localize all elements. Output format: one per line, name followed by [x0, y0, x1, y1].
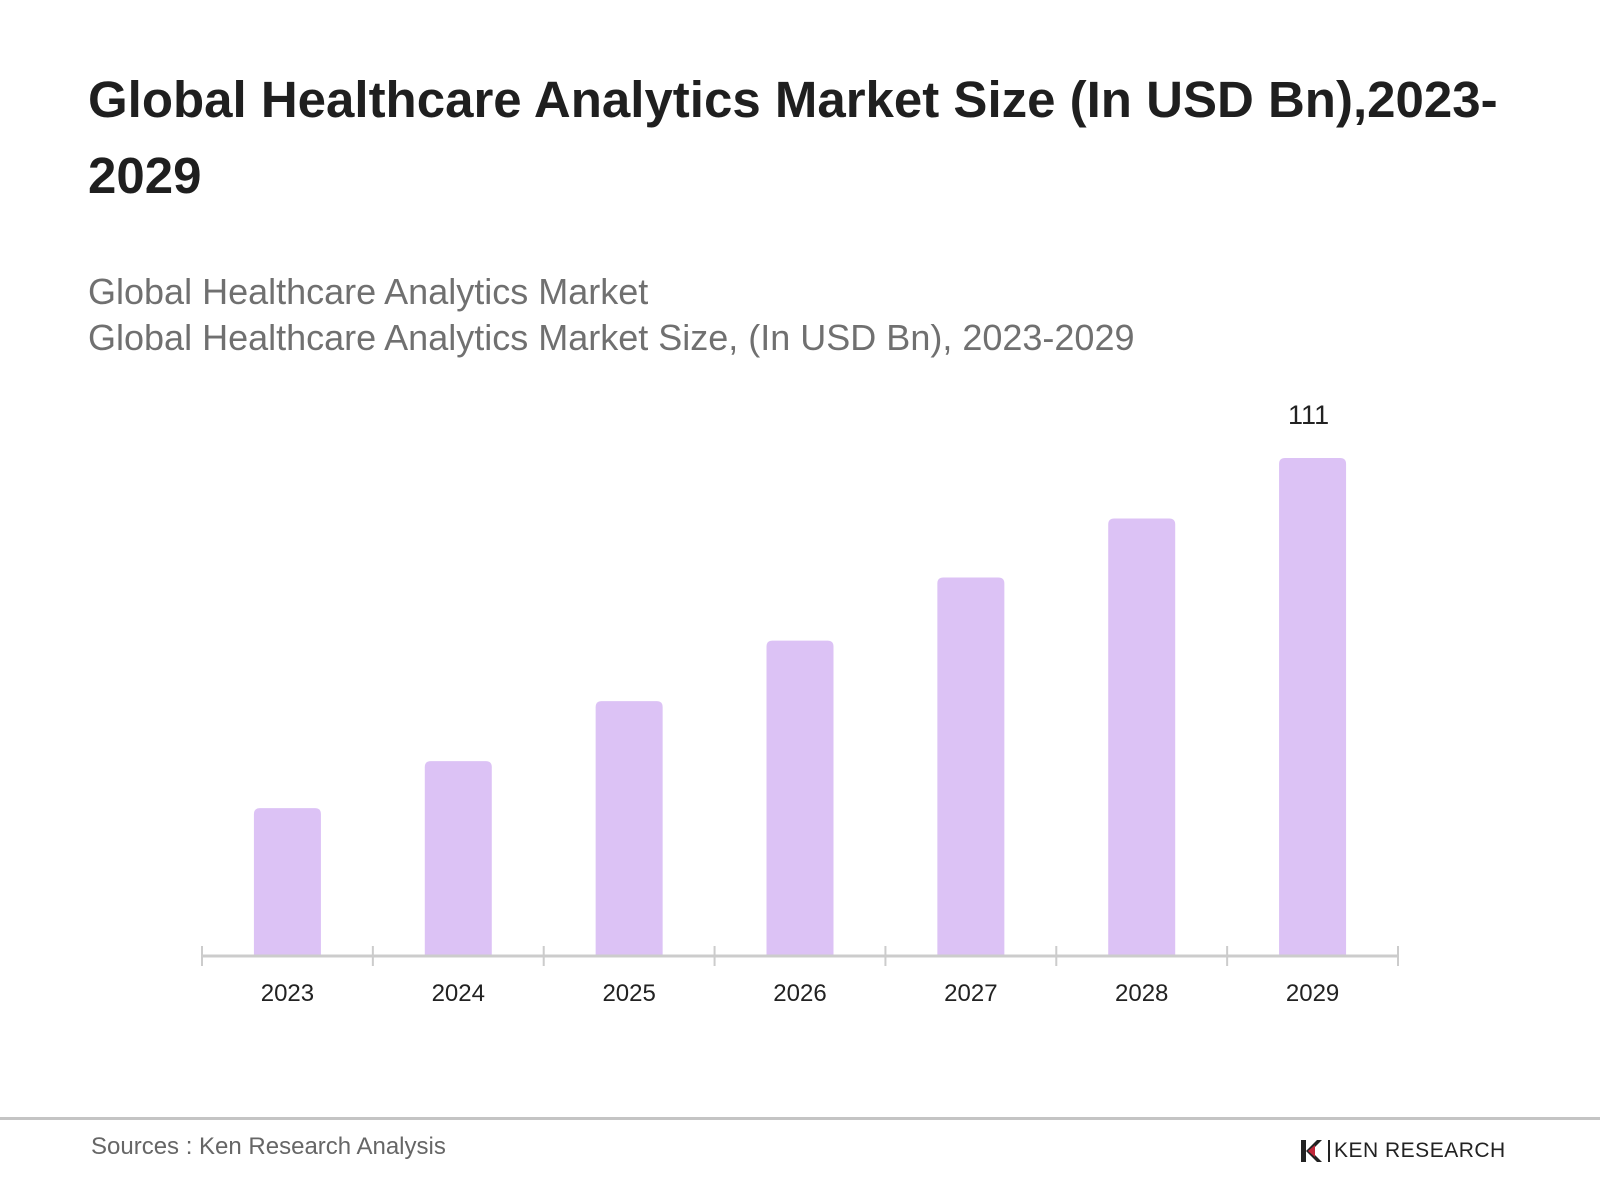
x-tick-label: 2028 — [1115, 980, 1168, 1007]
footer-divider — [0, 1117, 1600, 1120]
x-tick-label: 2026 — [773, 980, 826, 1007]
bar-chart: 2023 2024 2025 2026 2027 2028 2029 111 — [201, 400, 1399, 1007]
x-tick-label: 2024 — [432, 980, 485, 1007]
bar-2024 — [424, 761, 492, 955]
data-label: 111 — [1288, 400, 1329, 430]
x-tick-label: 2025 — [602, 980, 655, 1007]
bar-2029 — [1279, 458, 1347, 955]
x-tick-label: 2027 — [944, 980, 997, 1007]
chart-title: Global Healthcare Analytics Market Size … — [88, 71, 1498, 204]
logo-separator — [1328, 1140, 1330, 1162]
ken-logo-icon — [1301, 1140, 1322, 1162]
chart-subtitle: Global Healthcare Analytics Market — [88, 271, 649, 312]
bar-2026 — [766, 640, 834, 955]
ken-research-logo: KEN RESEARCH — [1298, 1138, 1506, 1164]
bar-2027 — [937, 577, 1005, 955]
chart-subtitle-detail: Global Healthcare Analytics Market Size,… — [88, 317, 1135, 358]
bar-2028 — [1108, 518, 1176, 955]
bar-2023 — [253, 808, 321, 955]
source-note: Sources : Ken Research Analysis — [91, 1133, 446, 1160]
bar-2025 — [595, 701, 663, 955]
x-tick-label: 2023 — [261, 980, 314, 1007]
logo-text: KEN RESEARCH — [1334, 1139, 1506, 1162]
x-tick-label: 2029 — [1286, 980, 1339, 1007]
